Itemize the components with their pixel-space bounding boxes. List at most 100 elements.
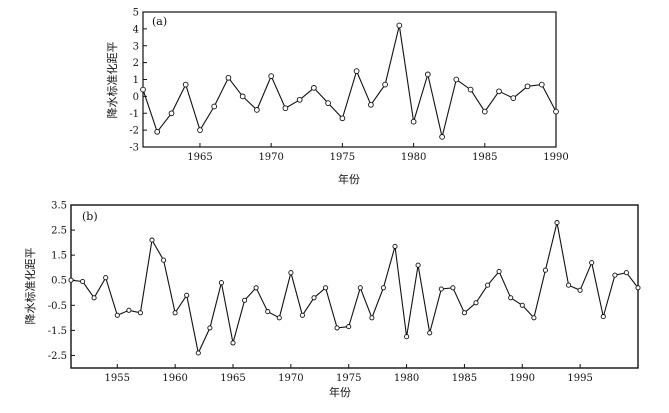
chart-b-data-point xyxy=(508,295,514,301)
chart-b-y-tick-label: 0.5 xyxy=(51,276,67,287)
chart-b-data-point xyxy=(589,260,595,266)
chart-b-data-point xyxy=(114,312,120,318)
chart-a-data-point xyxy=(239,93,246,100)
chart-a-x-tick-label: 1970 xyxy=(258,152,283,163)
chart-a-x-tick-label: 1965 xyxy=(187,152,212,163)
chart-b-data-point xyxy=(103,275,109,281)
chart-b-data-point xyxy=(288,270,294,276)
chart-b-data-point xyxy=(346,324,352,330)
chart-a-data-point xyxy=(410,118,417,125)
chart-a-data-point xyxy=(510,95,517,101)
chart-a-panel-label: (a) xyxy=(152,15,167,28)
chart-b-data-point xyxy=(392,243,398,249)
chart-b-data-point xyxy=(427,330,433,336)
chart-b-data-point xyxy=(357,285,363,291)
chart-a-data-point xyxy=(282,105,289,112)
chart-b-data-point xyxy=(161,257,167,263)
chart-a-data-point xyxy=(225,74,232,81)
chart-b-data-point xyxy=(80,278,86,285)
chart-a-plot-area xyxy=(142,11,557,148)
chart-a-x-tick-label: 1975 xyxy=(330,152,355,163)
chart-b-data-point xyxy=(635,285,641,291)
chart-b-y-tick-label: -0.5 xyxy=(48,301,67,312)
chart-b-data-point xyxy=(323,285,329,291)
chart-a-data-point xyxy=(553,108,559,115)
chart-a-data-point xyxy=(368,101,374,108)
chart-b-data-point xyxy=(519,302,525,308)
chart-a-data-point xyxy=(296,96,303,103)
chart-b-data-point xyxy=(577,287,583,293)
chart-a-data-point xyxy=(140,86,146,93)
chart-a-y-tick-label: 2 xyxy=(133,58,139,69)
chart-b-y-tick-label: 3.5 xyxy=(51,201,67,212)
chart-b-x-axis-label: 年份 xyxy=(329,385,351,399)
chart-b-data-point xyxy=(542,267,548,273)
chart-a-y-tick-label: -3 xyxy=(129,143,139,154)
chart-b-y-axis-label: 降水标准化距平 xyxy=(23,248,37,325)
chart-a-series-line xyxy=(142,25,557,138)
chart-a-y-tick-label: -2 xyxy=(129,126,139,137)
chart-a-data-point xyxy=(424,71,431,78)
chart-a-data-point xyxy=(211,103,218,110)
chart-b-data-point xyxy=(218,280,224,286)
chart-b-data-point xyxy=(461,310,467,316)
chart-a-y-axis: -3 -2 -1 0 1 2 3 4 5 xyxy=(129,8,147,154)
chart-b-data-point xyxy=(195,350,201,356)
chart-b-data-point xyxy=(450,285,456,291)
chart-a-data-point xyxy=(467,86,474,93)
chart-b-x-tick-label: 1965 xyxy=(220,373,245,384)
chart-b-data-point xyxy=(137,310,143,316)
chart-b-data-point xyxy=(265,309,271,315)
chart-b-data-point xyxy=(68,277,74,283)
chart-b-data-point xyxy=(554,220,560,226)
chart-b-data-point xyxy=(531,315,537,321)
chart-b-x-tick-label: 1975 xyxy=(336,373,361,384)
chart-b-data-point xyxy=(369,315,375,321)
chart-a-y-tick-label: 5 xyxy=(133,8,139,19)
chart-b-data-point xyxy=(149,237,155,243)
chart-b-data-point xyxy=(496,268,502,275)
chart-b-y-tick-label: -1.5 xyxy=(48,326,67,337)
chart-a-data-point xyxy=(538,81,545,88)
chart-a-data-point xyxy=(182,81,189,88)
chart-a-data-point xyxy=(325,100,331,106)
chart-a-y-tick-label: 3 xyxy=(133,41,139,52)
chart-a-data-point xyxy=(524,83,531,90)
chart-a-data-point xyxy=(496,88,502,95)
chart-a-x-axis-label: 年份 xyxy=(338,172,360,186)
chart-a-y-tick-label: -1 xyxy=(129,109,139,120)
chart-b-x-axis: 1955 1960 1965 1970 1975 1980 1985 1990 1995 xyxy=(105,364,593,384)
chart-b-x-tick-label: 1995 xyxy=(567,373,592,384)
chart-b-data-point xyxy=(184,292,190,298)
chart-a-x-axis: 1965 1970 1975 1980 1985 1990 xyxy=(187,143,569,163)
chart-a-points xyxy=(140,22,559,140)
chart-b-data-point xyxy=(253,285,259,291)
chart-b-data-point xyxy=(612,272,618,278)
chart-b-y-tick-label: -2.5 xyxy=(48,351,67,362)
chart-b-data-point xyxy=(404,334,410,340)
chart-b-data-point xyxy=(566,282,572,288)
chart-a-data-point xyxy=(481,108,488,115)
chart-b-data-point xyxy=(242,297,248,303)
chart-b-data-point xyxy=(311,295,317,301)
chart-b-points xyxy=(68,220,641,356)
chart-a-data-point xyxy=(453,76,460,83)
chart-a-data-point xyxy=(439,134,445,140)
chart-b-data-point xyxy=(230,340,236,346)
chart-b-data-point xyxy=(485,282,491,288)
chart-a-data-point xyxy=(382,81,388,88)
chart-b-data-point xyxy=(473,300,479,306)
chart-b-x-tick-label: 1990 xyxy=(510,373,535,384)
chart-b-plot-area xyxy=(70,204,639,369)
chart-b-x-tick-label: 1955 xyxy=(105,373,130,384)
chart-b-y-axis: -2.5 -1.5 -0.5 0.5 1.5 2.5 3.5 xyxy=(48,201,75,362)
chart-a-x-tick-label: 1980 xyxy=(401,152,426,163)
chart-a-data-point xyxy=(197,127,203,133)
chart-b-y-tick-label: 1.5 xyxy=(51,251,67,262)
chart-b-data-point xyxy=(276,315,282,321)
chart-b-data-point xyxy=(207,325,213,331)
chart-a-data-point xyxy=(353,68,360,74)
chart-a-data-point xyxy=(339,115,346,122)
chart-b-x-tick-label: 1960 xyxy=(162,373,187,384)
chart-a-data-point xyxy=(268,73,275,79)
